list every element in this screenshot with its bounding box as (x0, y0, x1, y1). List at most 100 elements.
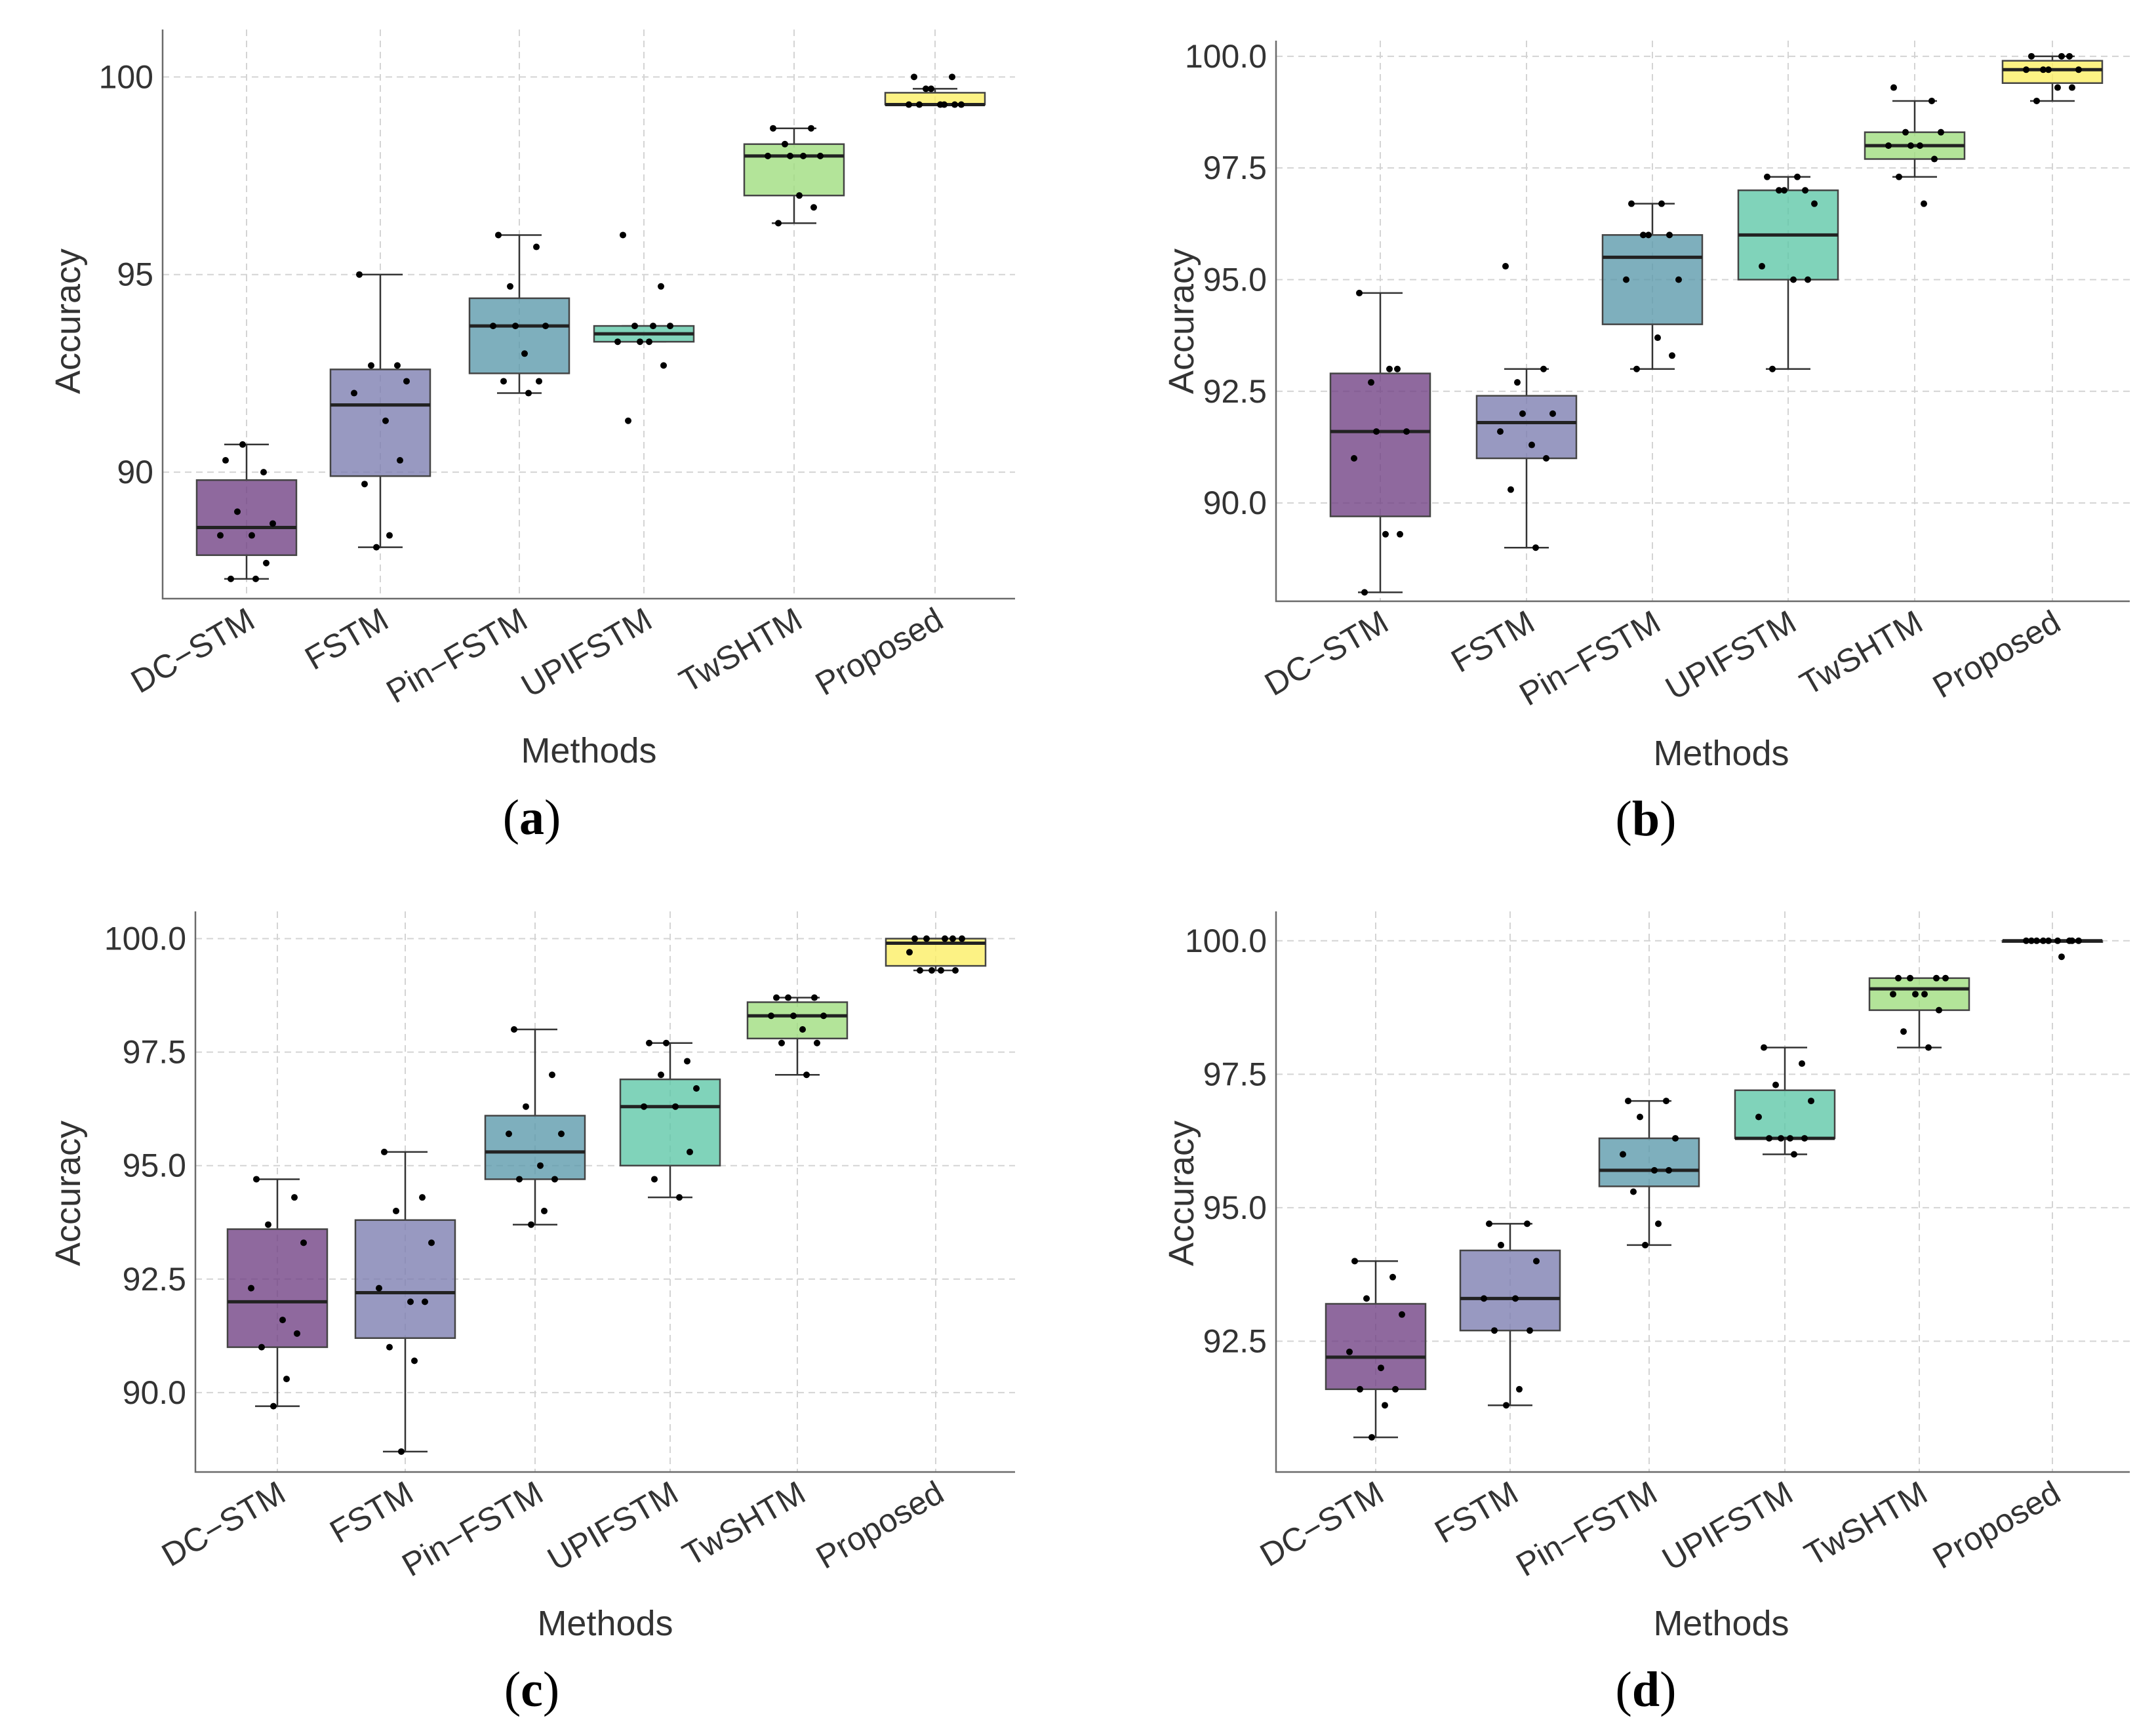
panel-b-data-point (1938, 129, 1944, 136)
panel-c-data-point (258, 1343, 265, 1351)
panel-a-box-3 (593, 231, 695, 424)
panel-a-data-point (951, 101, 958, 108)
panel-b-data-point (1368, 379, 1374, 386)
panel-d-data-point (2075, 937, 2082, 944)
panel-a-data-point (765, 152, 771, 159)
panel-b-ytick-label: 90.0 (1203, 485, 1267, 521)
panel-a-iqr-box (329, 368, 431, 477)
panel-a-data-point (646, 338, 652, 346)
panel-b-xtick-label: TwSHTM (1793, 603, 1928, 702)
panel-b-data-point (1921, 200, 1927, 207)
panel-d-box-0 (1325, 1258, 1427, 1441)
panel-c-data-point (523, 1103, 529, 1110)
panel-b-data-point (1885, 142, 1892, 149)
panel-a-axes (161, 30, 1015, 600)
panel-c-data-point (528, 1221, 534, 1228)
panel-c-box-5 (885, 935, 987, 974)
panel-c-data-point (684, 1058, 690, 1065)
panel-a-iqr-box (884, 92, 986, 106)
panel-a-grid (163, 30, 1015, 599)
panel-d-data-point (1791, 1151, 1797, 1158)
panel-c-yticks: 90.0 92.5 95.0 97.5 100.0 (104, 921, 186, 1411)
panel-c-data-point (381, 1148, 388, 1155)
panel-d-data-point (2023, 937, 2029, 944)
panel-b-data-point (1931, 155, 1938, 163)
panel-c-xtick-label: FSTM (324, 1474, 420, 1551)
panel-b-data-point (1928, 97, 1935, 104)
panel-b-data-point (1811, 200, 1818, 207)
panel-c-xtick-label: Pin−FSTM (396, 1474, 549, 1583)
panel-c-ylabel: Accuracy (49, 1121, 88, 1266)
panel-c-data-point (291, 1194, 298, 1201)
panel-b-data-point (1514, 379, 1521, 386)
panel-a-xtick-label: UPIFSTM (515, 601, 658, 704)
panel-b-data-point (1666, 231, 1673, 239)
panel-d-xtick-label: FSTM (1429, 1474, 1525, 1551)
panel-d-data-point (2028, 937, 2035, 944)
panel-a-data-point (217, 532, 224, 539)
panel-c-data-point (949, 935, 956, 942)
panel-c-data-point (773, 994, 780, 1001)
panel-d-data-point (1533, 1258, 1540, 1265)
panel-c-data-point (270, 1403, 277, 1410)
panel-a-data-point (536, 378, 542, 385)
panel-b-data-point (1528, 441, 1535, 448)
panel-b-data-point (2069, 84, 2075, 91)
panel-a-caption-letter: a (519, 790, 544, 845)
panel-d-data-point (2054, 937, 2061, 944)
panel-a-box-1 (329, 271, 431, 551)
panel-a-xtick-label: FSTM (299, 601, 395, 677)
panel-d-data-point (1512, 1295, 1519, 1302)
panel-a-data-point (500, 378, 507, 385)
panel-c-caption-letter: c (521, 1662, 543, 1717)
panel-d-data-point (1895, 974, 1902, 982)
panel-c-xlabel: Methods (537, 1604, 673, 1643)
panel-b-data-point (1403, 428, 1410, 435)
panel-a-data-point (625, 417, 631, 424)
panel-b-data-point (1654, 334, 1661, 342)
panel-a-data-point (373, 544, 380, 551)
panel-c-data-point (663, 1039, 669, 1046)
panel-a-data-point (386, 532, 393, 539)
panel-c-grid (195, 911, 1015, 1472)
panel-d-caption-close: ) (1660, 1662, 1676, 1717)
panel-b-data-point (1361, 589, 1368, 596)
panel-c-data-point (942, 935, 948, 942)
panel-a-data-point (928, 85, 934, 92)
panel-a-data-point (620, 231, 626, 239)
panel-b-data-point (2028, 52, 2035, 60)
panel-b-plot (1329, 52, 2104, 596)
panel-b-data-point (2023, 66, 2029, 73)
panel-b-data-point (2040, 66, 2046, 73)
panel-c-iqr-box (226, 1228, 329, 1348)
panel-a-data-point (521, 350, 528, 357)
panel-c-iqr-box (746, 1001, 848, 1040)
panel-c-data-point (300, 1239, 307, 1246)
panel-a-xtick-label: Proposed (809, 601, 949, 703)
panel-c-data-point (558, 1130, 565, 1138)
panel-d-caption-open: ( (1616, 1662, 1632, 1717)
panel-a-data-point (658, 283, 664, 290)
panel-c-data-point (651, 1176, 658, 1183)
panel-b-data-point (1781, 187, 1787, 194)
panel-c-data-point (386, 1343, 393, 1351)
panel-a-data-point (252, 575, 259, 582)
panel-d-data-point (1357, 1385, 1363, 1393)
panel-a-data-point (923, 85, 929, 92)
panel-d-data-point (1766, 1135, 1772, 1142)
panel-d-ytick-label: 100.0 (1185, 923, 1267, 959)
panel-b-box-1 (1475, 263, 1578, 551)
panel-c-data-point (811, 994, 818, 1001)
panel-a-data-point (667, 323, 673, 330)
panel-a-box-5 (884, 73, 986, 108)
panel-d-data-point (2040, 937, 2046, 944)
panel-c-data-point (537, 1162, 544, 1169)
panel-a-data-point (260, 469, 267, 476)
panel-b-data-point (1917, 142, 1923, 149)
panel-d-data-point (1346, 1348, 1353, 1355)
panel-b-data-point (1902, 129, 1909, 136)
panel-c-data-point (906, 949, 913, 956)
